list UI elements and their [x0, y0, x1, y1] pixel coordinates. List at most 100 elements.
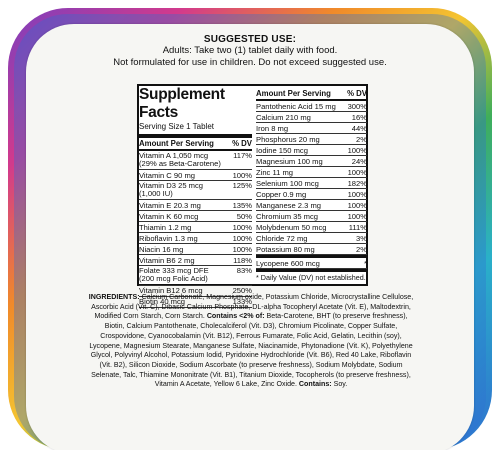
- lycopene-row: Lycopene 600 mcg *: [256, 255, 367, 269]
- nutrient-dv: 50%: [236, 211, 252, 221]
- right-header-amount: Amount Per Serving: [256, 89, 331, 98]
- nutrient-row: Molybdenum 50 mcg 111%: [256, 222, 367, 233]
- nutrient-name: Selenium 100 mcg: [256, 178, 319, 188]
- nutrient-name-block: Riboflavin 1.3 mg: [139, 234, 198, 243]
- nutrient-dv: 100%: [232, 244, 252, 254]
- facts-title: Supplement Facts: [139, 86, 225, 121]
- nutrient-row: Phosphorus 20 mg 2%: [256, 134, 367, 145]
- facts-right-column: Amount Per Serving % DV Pantothenic Acid…: [256, 88, 367, 282]
- nutrient-name-block: Folate 333 mcg DFE (200 mcg Folic Acid): [139, 265, 209, 284]
- nutrient-row: Vitamin E 20.3 mg 135%: [139, 200, 252, 212]
- nutrient-dv: 300%: [347, 101, 367, 111]
- nutrient-dv: 16%: [351, 112, 367, 122]
- nutrient-row: Vitamin C 90 mg 100%: [139, 170, 252, 182]
- nutrient-dv: 135%: [232, 200, 252, 210]
- ingredients-part-1: Calcium Carbonate, Magnesium oxide, Pota…: [91, 293, 414, 321]
- nutrient-dv: 250%: [232, 286, 252, 296]
- nutrient-name: Potassium 80 mg: [256, 244, 315, 254]
- nutrient-name: Manganese 2.3 mg: [256, 200, 322, 210]
- nutrient-name-block: Vitamin C 90 mg: [139, 171, 195, 180]
- nutrient-row: Vitamin A 1,050 mcg (29% as Beta-Carotene…: [139, 150, 252, 171]
- nutrient-name: Vitamin C 90 mg: [139, 170, 195, 180]
- nutrient-dv: 2%: [356, 244, 367, 254]
- dv-footnote: * Daily Value (DV) not established.: [256, 269, 367, 282]
- nutrient-row: Folate 333 mcg DFE (200 mcg Folic Acid) 83…: [139, 265, 252, 286]
- nutrient-name: Copper 0.9 mg: [256, 189, 307, 199]
- nutrient-row: Vitamin K 60 mcg 50%: [139, 211, 252, 223]
- nutrient-name: Vitamin B12 6 mcg: [139, 286, 203, 296]
- serving-size: Serving Size 1 Tablet: [139, 122, 252, 138]
- nutrient-row: Iodine 150 mcg 100%: [256, 145, 367, 156]
- nutrient-dv: 111%: [348, 222, 367, 232]
- nutrient-dv: 24%: [351, 156, 367, 166]
- nutrient-row: Vitamin D3 25 mcg (1,000 IU) 125%: [139, 180, 252, 201]
- nutrient-dv: 100%: [347, 200, 367, 210]
- nutrient-row: Calcium 210 mg 16%: [256, 112, 367, 123]
- nutrient-row: Pantothenic Acid 15 mg 300%: [256, 101, 367, 112]
- nutrient-name-block: Thiamin 1.2 mg: [139, 223, 191, 232]
- nutrient-name-block: Vitamin A 1,050 mcg (29% as Beta-Carotene…: [139, 150, 221, 169]
- nutrient-row: Manganese 2.3 mg 100%: [256, 200, 367, 211]
- suggested-use: SUGGESTED USE: Adults: Take two (1) tabl…: [60, 34, 440, 69]
- nutrient-name: Zinc 11 mg: [256, 167, 293, 177]
- left-nutrient-rows: Vitamin A 1,050 mcg (29% as Beta-Carotene…: [139, 151, 252, 308]
- nutrient-row: Riboflavin 1.3 mg 100%: [139, 233, 252, 245]
- nutrient-row: Zinc 11 mg 100%: [256, 167, 367, 178]
- nutrient-dv: 100%: [232, 233, 252, 243]
- nutrient-name: Magnesium 100 mg: [256, 156, 323, 166]
- nutrient-name-block: Niacin 16 mg: [139, 245, 183, 254]
- ingredients-text: INGREDIENTS: Calcium Carbonate, Magnesiu…: [88, 293, 414, 390]
- nutrient-name: Vitamin K 60 mcg: [139, 211, 199, 221]
- nutrient-sub: (1,000 IU): [139, 189, 173, 199]
- nutrient-row: Chromium 35 mcg 100%: [256, 211, 367, 222]
- nutrient-name-block: Vitamin E 20.3 mg: [139, 201, 201, 210]
- nutrient-dv: 100%: [347, 211, 367, 221]
- nutrient-dv: 44%: [351, 123, 367, 133]
- nutrient-name-block: Vitamin B6 2 mg: [139, 256, 195, 265]
- nutrient-name-block: Vitamin B12 6 mcg: [139, 286, 203, 295]
- nutrient-name: Niacin 16 mg: [139, 244, 184, 254]
- left-header-amount: Amount Per Serving: [139, 139, 214, 148]
- nutrient-dv: 100%: [232, 170, 252, 180]
- nutrient-row: Magnesium 100 mg 24%: [256, 156, 367, 167]
- nutrient-row: Iron 8 mg 44%: [256, 123, 367, 134]
- nutrient-row: Chloride 72 mg 3%: [256, 233, 367, 244]
- nutrient-dv: 100%: [347, 145, 367, 155]
- nutrient-dv: 3%: [356, 233, 367, 243]
- ingredients-label: INGREDIENTS:: [88, 293, 140, 301]
- nutrient-dv: 100%: [347, 167, 367, 177]
- nutrient-name: Thiamin 1.2 mg: [139, 222, 192, 232]
- nutrient-dv: 2%: [356, 134, 367, 144]
- left-header-dv: % DV: [232, 139, 252, 148]
- nutrient-name: Pantothenic Acid 15 mg: [256, 101, 336, 111]
- nutrient-name: Vitamin D3 25 mcg: [139, 180, 204, 190]
- supplement-facts-box: [137, 84, 368, 286]
- nutrient-name: Vitamin A 1,050 mcg: [139, 150, 209, 160]
- nutrient-name: Molybdenum 50 mcg: [256, 222, 327, 232]
- nutrient-name: Folate 333 mcg DFE: [139, 265, 209, 275]
- nutrient-dv: 118%: [233, 255, 252, 265]
- nutrient-name-block: Biotin 40 mcg: [139, 297, 185, 306]
- nutrient-name: Calcium 210 mg: [256, 112, 311, 122]
- suggested-use-heading: SUGGESTED USE:: [203, 34, 297, 45]
- ingredients-part-3: Soy.: [331, 380, 348, 389]
- contains-label: Contains:: [298, 380, 332, 389]
- nutrient-row: Biotin 40 mcg 133%: [139, 297, 252, 308]
- nutrient-dv: 100%: [232, 222, 252, 232]
- nutrient-dv: 117%: [233, 150, 252, 160]
- suggested-use-line-1: Adults: Take two (1) tablet daily with f…: [162, 45, 338, 56]
- nutrient-sub: (29% as Beta-Carotene): [139, 159, 221, 169]
- nutrient-name: Biotin 40 mcg: [139, 297, 186, 307]
- nutrient-row: Potassium 80 mg 2%: [256, 244, 367, 255]
- right-header: Amount Per Serving % DV: [256, 88, 367, 101]
- nutrient-dv: 100%: [347, 189, 367, 199]
- nutrient-row: Thiamin 1.2 mg 100%: [139, 222, 252, 234]
- ingredients-part-2: Beta-Carotene, BHT (to preserve freshnes…: [89, 312, 413, 389]
- nutrient-name: Riboflavin 1.3 mg: [139, 233, 198, 243]
- nutrient-name: Vitamin B6 2 mg: [139, 255, 195, 265]
- lycopene-dv: *: [364, 258, 367, 268]
- nutrient-dv: 133%: [232, 297, 252, 307]
- nutrient-row: Niacin 16 mg 100%: [139, 244, 252, 256]
- nutrient-name: Chromium 35 mcg: [256, 211, 319, 221]
- lycopene-name: Lycopene 600 mcg: [256, 258, 320, 268]
